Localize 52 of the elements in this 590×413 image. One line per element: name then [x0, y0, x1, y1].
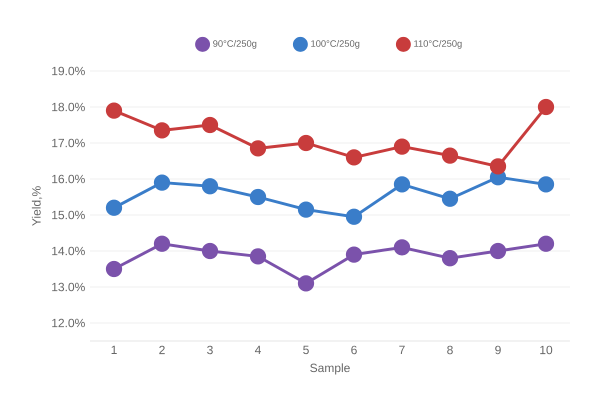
point	[154, 236, 170, 252]
point	[202, 178, 218, 194]
point	[106, 102, 122, 119]
x-tick-label: 4	[254, 346, 261, 354]
point	[442, 250, 458, 266]
point	[106, 260, 122, 278]
point	[442, 190, 458, 207]
point	[490, 158, 506, 175]
y-tick-label: 13.0%	[52, 282, 85, 292]
point	[394, 138, 410, 155]
legend-label: 90°C/250g	[213, 40, 256, 49]
point	[394, 176, 410, 193]
x-tick-label: 7	[399, 346, 405, 354]
point	[346, 149, 362, 166]
point	[538, 236, 554, 252]
legend-label: 110°C/250g	[414, 40, 462, 49]
point	[538, 98, 554, 116]
point	[106, 200, 122, 216]
y-tick-label: 12.0%	[52, 318, 85, 328]
y-tick-label: 17.0%	[52, 138, 85, 148]
point	[298, 134, 314, 152]
x-tick-label: 2	[159, 346, 165, 354]
x-tick-label: 10	[540, 346, 552, 354]
point	[202, 242, 218, 260]
x-axis-title: Sample	[310, 363, 350, 375]
y-tick-label: 15.0%	[52, 210, 85, 220]
point	[442, 147, 458, 164]
point	[298, 201, 314, 218]
point	[250, 140, 266, 157]
point	[250, 248, 266, 265]
point	[250, 188, 266, 206]
x-tick-label: 3	[207, 346, 213, 354]
x-tick-label: 6	[351, 346, 357, 354]
legend-label: 100°C/250g	[311, 40, 360, 49]
x-tick-label: 8	[447, 346, 453, 354]
y-tick-label: 18.0%	[52, 102, 85, 112]
point	[154, 122, 170, 139]
point	[490, 242, 506, 260]
y-tick-label: 19.0%	[52, 66, 85, 76]
x-tick-label: 9	[495, 346, 501, 354]
y-tick-label: 16.0%	[52, 174, 85, 184]
point	[394, 239, 410, 256]
y-axis-title: Yield,%	[32, 186, 42, 226]
x-tick-label: 1	[112, 346, 117, 354]
point	[538, 176, 554, 193]
point	[154, 174, 170, 191]
point	[346, 246, 362, 263]
point	[346, 208, 362, 225]
point	[202, 116, 218, 134]
x-tick-label: 5	[303, 346, 309, 354]
y-tick-label: 14.0%	[52, 246, 85, 256]
point	[298, 275, 314, 292]
